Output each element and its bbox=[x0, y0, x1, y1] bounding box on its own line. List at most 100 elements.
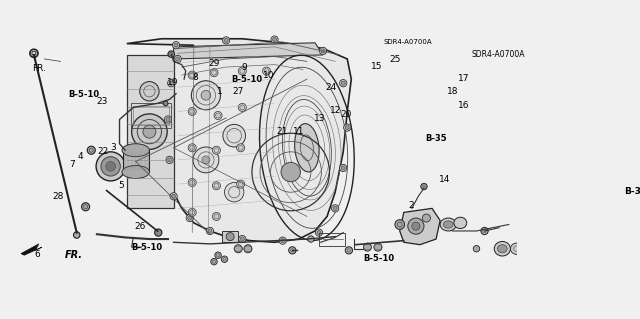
Ellipse shape bbox=[238, 103, 246, 111]
Ellipse shape bbox=[422, 214, 431, 222]
Ellipse shape bbox=[214, 111, 222, 120]
Ellipse shape bbox=[473, 246, 480, 252]
Text: 5: 5 bbox=[118, 181, 124, 190]
Text: B-5-10: B-5-10 bbox=[364, 254, 394, 263]
Ellipse shape bbox=[223, 37, 230, 44]
Ellipse shape bbox=[332, 205, 339, 212]
Ellipse shape bbox=[340, 79, 347, 87]
Ellipse shape bbox=[239, 235, 246, 243]
Ellipse shape bbox=[211, 258, 217, 265]
Ellipse shape bbox=[168, 158, 172, 162]
Text: 8: 8 bbox=[193, 72, 198, 82]
Ellipse shape bbox=[454, 217, 467, 228]
Ellipse shape bbox=[497, 245, 507, 253]
Ellipse shape bbox=[395, 220, 404, 229]
Ellipse shape bbox=[106, 161, 115, 171]
Ellipse shape bbox=[174, 55, 181, 63]
Text: B-5-10: B-5-10 bbox=[232, 75, 262, 84]
Ellipse shape bbox=[169, 81, 173, 85]
Text: 25: 25 bbox=[390, 55, 401, 63]
Text: 28: 28 bbox=[52, 192, 63, 201]
Text: 23: 23 bbox=[96, 97, 108, 106]
Text: 15: 15 bbox=[371, 62, 382, 71]
Ellipse shape bbox=[294, 124, 319, 172]
Ellipse shape bbox=[240, 237, 244, 241]
Ellipse shape bbox=[237, 144, 244, 152]
Ellipse shape bbox=[341, 81, 345, 85]
Ellipse shape bbox=[168, 51, 175, 57]
Ellipse shape bbox=[308, 236, 314, 242]
Ellipse shape bbox=[132, 114, 167, 149]
Ellipse shape bbox=[333, 206, 337, 210]
Text: 20: 20 bbox=[340, 110, 352, 119]
Ellipse shape bbox=[412, 222, 420, 230]
Ellipse shape bbox=[630, 219, 640, 230]
Ellipse shape bbox=[344, 124, 351, 131]
Ellipse shape bbox=[87, 146, 95, 154]
Ellipse shape bbox=[271, 36, 278, 43]
Ellipse shape bbox=[202, 156, 210, 164]
Ellipse shape bbox=[212, 146, 220, 154]
Text: 27: 27 bbox=[232, 87, 244, 96]
Text: B-5-10: B-5-10 bbox=[132, 243, 163, 252]
Ellipse shape bbox=[140, 82, 159, 101]
Text: FR.: FR. bbox=[65, 250, 83, 260]
Ellipse shape bbox=[122, 144, 149, 157]
Ellipse shape bbox=[164, 116, 172, 123]
Ellipse shape bbox=[494, 241, 510, 256]
Ellipse shape bbox=[188, 216, 192, 220]
Ellipse shape bbox=[188, 178, 196, 187]
Ellipse shape bbox=[193, 147, 219, 173]
Ellipse shape bbox=[238, 67, 246, 75]
Bar bbox=[610, 200, 640, 273]
Ellipse shape bbox=[408, 218, 424, 234]
Text: 10: 10 bbox=[263, 71, 275, 80]
Polygon shape bbox=[21, 244, 42, 255]
Ellipse shape bbox=[440, 218, 456, 231]
Text: 2: 2 bbox=[408, 201, 413, 210]
Ellipse shape bbox=[244, 245, 252, 253]
Ellipse shape bbox=[279, 237, 286, 244]
Ellipse shape bbox=[188, 71, 196, 79]
Ellipse shape bbox=[281, 162, 300, 182]
Ellipse shape bbox=[170, 193, 177, 200]
Ellipse shape bbox=[340, 164, 347, 172]
Text: 12: 12 bbox=[330, 106, 342, 115]
Ellipse shape bbox=[621, 226, 630, 236]
Ellipse shape bbox=[208, 229, 212, 233]
Ellipse shape bbox=[420, 183, 428, 190]
Polygon shape bbox=[173, 43, 323, 59]
Ellipse shape bbox=[172, 41, 180, 49]
Ellipse shape bbox=[186, 214, 193, 222]
Text: 22: 22 bbox=[98, 147, 109, 156]
Text: 7: 7 bbox=[70, 160, 76, 169]
Text: 3: 3 bbox=[110, 144, 116, 152]
Ellipse shape bbox=[175, 57, 180, 61]
Text: 17: 17 bbox=[458, 74, 469, 83]
Bar bbox=[131, 103, 172, 128]
Text: 18: 18 bbox=[447, 87, 458, 96]
Ellipse shape bbox=[345, 247, 353, 254]
Ellipse shape bbox=[212, 182, 220, 190]
Ellipse shape bbox=[273, 38, 276, 41]
Text: 4: 4 bbox=[77, 152, 83, 161]
Ellipse shape bbox=[221, 256, 228, 263]
Polygon shape bbox=[127, 55, 173, 208]
Ellipse shape bbox=[280, 239, 285, 243]
Text: SDR4-A0700A: SDR4-A0700A bbox=[384, 39, 433, 45]
Ellipse shape bbox=[188, 144, 196, 152]
Ellipse shape bbox=[174, 43, 178, 47]
Ellipse shape bbox=[191, 81, 220, 110]
Ellipse shape bbox=[172, 194, 175, 198]
Ellipse shape bbox=[168, 79, 175, 87]
Ellipse shape bbox=[317, 231, 321, 234]
Ellipse shape bbox=[143, 125, 156, 138]
Ellipse shape bbox=[481, 227, 488, 234]
Polygon shape bbox=[400, 208, 440, 245]
Text: 9: 9 bbox=[241, 63, 247, 72]
Ellipse shape bbox=[345, 126, 349, 130]
Ellipse shape bbox=[223, 124, 246, 147]
Ellipse shape bbox=[166, 117, 170, 122]
Ellipse shape bbox=[155, 229, 162, 236]
Ellipse shape bbox=[510, 243, 524, 254]
